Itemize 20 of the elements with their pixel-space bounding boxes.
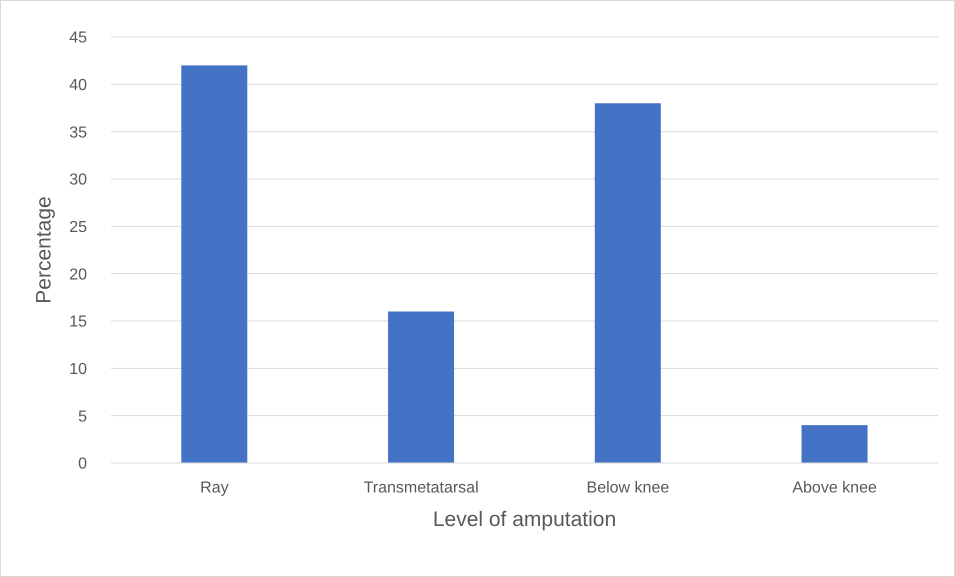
x-tick-label: Ray [200, 479, 229, 496]
x-tick-label: Transmetatarsal [364, 479, 479, 496]
y-tick-label: 20 [69, 266, 88, 284]
y-axis-title: Percentage [32, 196, 56, 304]
y-tick-label: 15 [69, 314, 88, 331]
y-tick-label: 0 [78, 456, 88, 473]
bar [388, 312, 454, 463]
y-tick-label: 5 [78, 408, 88, 426]
y-tick-label: 30 [69, 172, 88, 189]
x-tick-label: Above knee [792, 479, 877, 496]
y-tick-label: 10 [69, 361, 88, 378]
x-axis-title: Level of amputation [432, 508, 616, 531]
y-tick-label: 45 [69, 30, 88, 47]
y-tick-label: 25 [69, 219, 88, 236]
bar [594, 103, 661, 463]
bar [802, 425, 868, 463]
bar [181, 65, 248, 463]
y-tick-label: 35 [69, 124, 88, 142]
y-tick-label: 40 [69, 77, 88, 94]
x-tick-label: Below knee [586, 479, 670, 496]
